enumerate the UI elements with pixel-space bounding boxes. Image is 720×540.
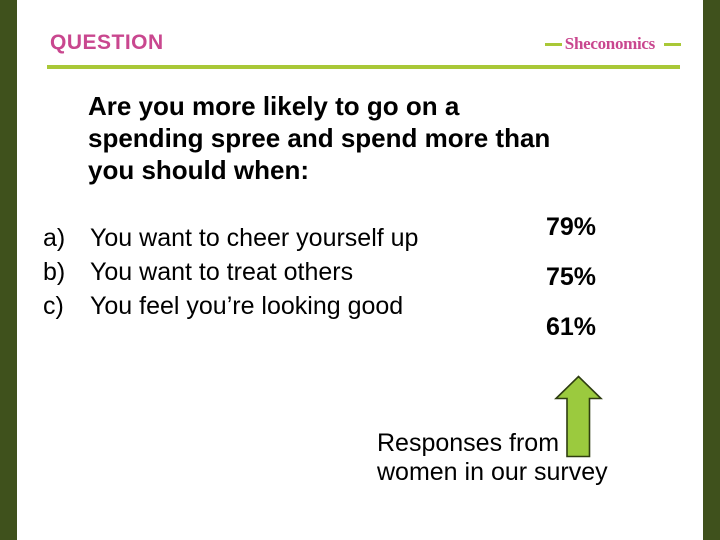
- option-marker-b: b): [43, 258, 66, 286]
- page-title: QUESTION: [50, 31, 164, 54]
- caption-line-2: women in our survey: [377, 458, 608, 486]
- question-text: Are you more likely to go on a spending …: [88, 90, 550, 186]
- percentage-value-b: 75%: [546, 263, 597, 291]
- option-text-b: You want to treat others: [90, 258, 354, 286]
- logo-text: Sheconomics: [564, 34, 656, 53]
- logo-dash-left-icon: [544, 42, 562, 46]
- option-marker-a: a): [43, 224, 66, 252]
- survey-caption: Responses from women in our survey: [377, 429, 608, 487]
- options-list: a) You want to cheer yourself up b) You wa…: [43, 221, 418, 323]
- question-line-1: Are you more likely to go on a: [88, 91, 460, 121]
- list-item: b) You want to treat others: [43, 255, 418, 289]
- caption-line-1: Responses from: [377, 429, 560, 457]
- percentage-value-c: 61%: [546, 313, 597, 341]
- logo-dash-right-icon: [664, 42, 681, 46]
- list-item: c) You feel you’re looking good: [43, 289, 418, 323]
- option-marker-c: c): [43, 292, 64, 320]
- right-edge-bar: [703, 0, 720, 540]
- percentage-value-a: 79%: [546, 213, 597, 241]
- list-item: a) You want to cheer yourself up: [43, 221, 418, 255]
- question-line-3: you should when:: [88, 155, 309, 185]
- option-text-c: You feel you’re looking good: [90, 292, 404, 320]
- question-line-2: spending spree and spend more than: [88, 123, 551, 153]
- sheconomics-logo: Sheconomics: [544, 34, 681, 54]
- left-edge-bar: [0, 0, 17, 540]
- option-text-a: You want to cheer yourself up: [90, 224, 419, 252]
- header-divider: [47, 65, 680, 69]
- up-arrow-icon: [554, 375, 603, 458]
